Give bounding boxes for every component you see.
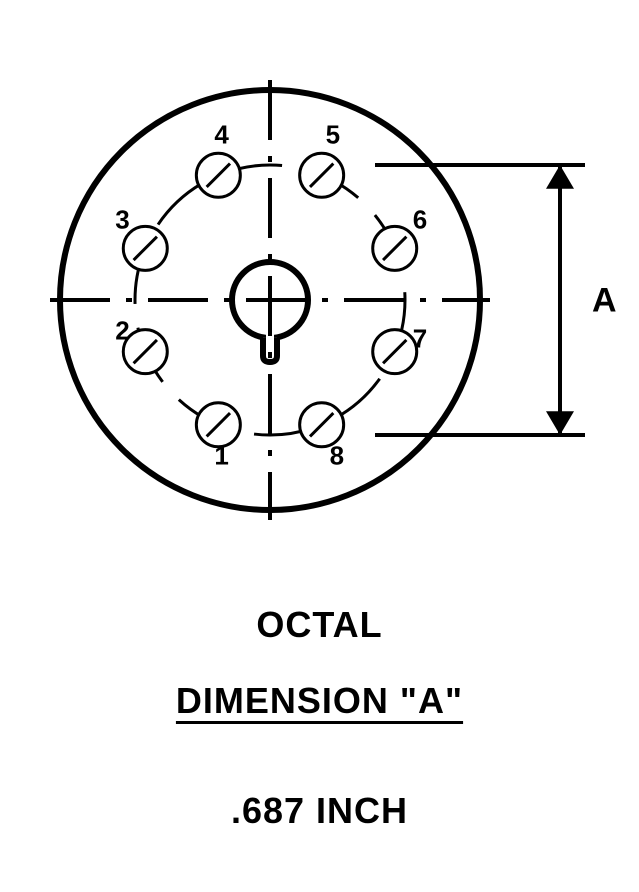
dimension-heading: DIMENSION "A" (176, 680, 463, 721)
connector-type-label: OCTAL (256, 604, 382, 645)
pin-2: 2 (115, 316, 167, 374)
pin-label-1: 1 (214, 441, 228, 471)
dim-letter: A (592, 281, 617, 319)
pin-label-3: 3 (115, 204, 129, 234)
pin-6: 6 (373, 204, 427, 270)
pin-label-8: 8 (330, 441, 344, 471)
pin-label-2: 2 (115, 316, 129, 346)
pin-label-6: 6 (413, 204, 427, 234)
dim-arrow-bot (546, 411, 574, 435)
pin-4: 4 (196, 119, 240, 197)
octal-diagram-svg: 1 2 3 4 5 6 7 8 A (0, 0, 639, 580)
pin-label-4: 4 (214, 119, 229, 149)
pin-5: 5 (300, 119, 344, 197)
pin-7: 7 (373, 324, 427, 374)
pin-label-7: 7 (413, 324, 427, 354)
pin-8: 8 (300, 403, 344, 471)
diagram-canvas: 1 2 3 4 5 6 7 8 A OCTAL DIMENSION "A" .687 INCH (0, 0, 639, 892)
dimension-value: .687 INCH (231, 790, 408, 831)
pin-label-5: 5 (326, 119, 340, 149)
dim-arrow-top (546, 165, 574, 189)
pin-3: 3 (115, 204, 167, 270)
pin-1: 1 (196, 403, 240, 471)
